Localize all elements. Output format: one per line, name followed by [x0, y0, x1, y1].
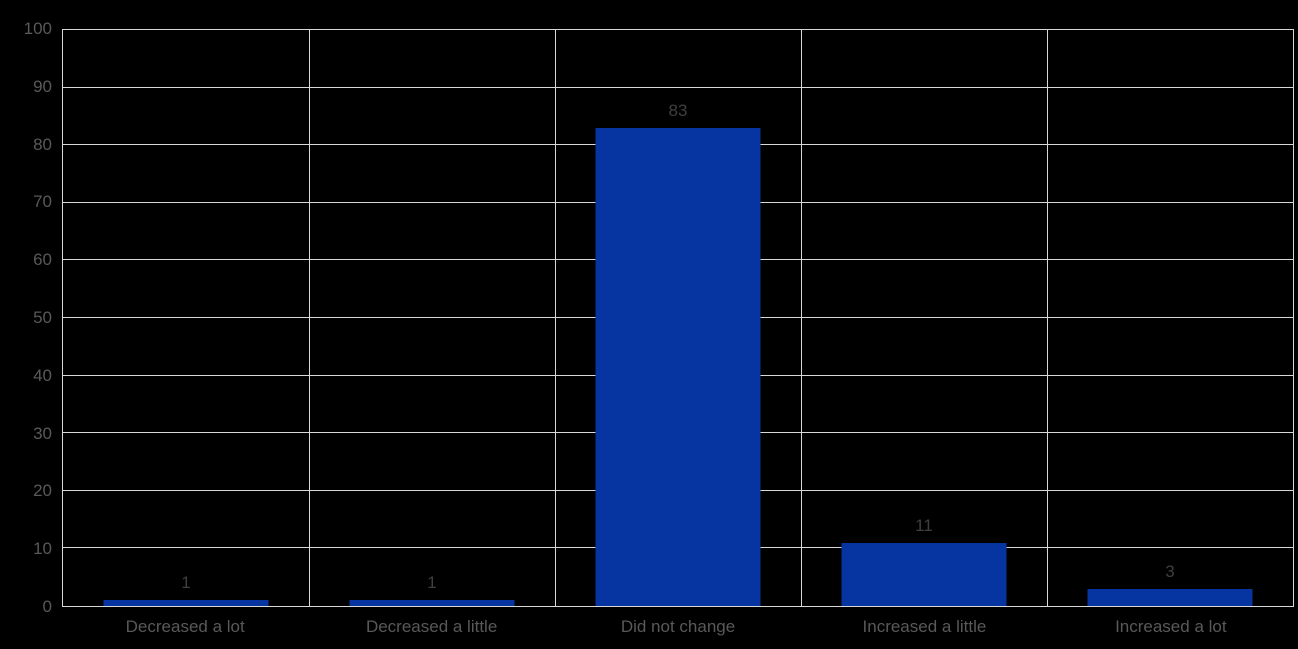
bar-column-increased-a-lot: 3: [1047, 30, 1293, 606]
bar-value-label-increased-a-little: 11: [915, 515, 933, 535]
gridline-vertical: [801, 30, 802, 606]
bar-column-decreased-a-lot: 1: [63, 30, 309, 606]
y-tick-label: 100: [23, 19, 52, 38]
y-tick-label: 90: [33, 76, 52, 96]
x-tick-label-increased-a-little: Increased a little: [862, 617, 987, 636]
x-axis: Decreased a lot Decreased a little Did not…: [62, 616, 1294, 638]
y-tick-label: 50: [33, 308, 52, 327]
bar-value-label-did-not-change: 83: [668, 100, 688, 120]
x-tick-label-increased-a-lot: Increased a lot: [1115, 617, 1227, 636]
y-tick-label: 80: [33, 134, 52, 154]
x-tick-label-decreased-a-lot: Decreased a lot: [125, 617, 245, 636]
x-tick-label-decreased-a-little: Decreased a little: [365, 617, 498, 636]
bar-decreased-a-little: [349, 600, 515, 606]
y-tick-label: 0: [42, 597, 52, 616]
gridline-vertical: [1047, 30, 1048, 606]
bar-increased-a-lot: [1087, 588, 1253, 606]
bar-column-decreased-a-little: 1: [309, 30, 555, 606]
bar-decreased-a-lot: [103, 600, 269, 606]
bar-column-did-not-change: 83: [555, 30, 801, 606]
bar-value-label-decreased-a-little: 1: [427, 573, 437, 593]
gridline-horizontal: [63, 86, 1293, 88]
bar-value-label-decreased-a-lot: 1: [181, 573, 191, 593]
y-tick-label: 40: [33, 365, 52, 385]
y-tick-label: 20: [33, 481, 52, 501]
y-tick-label: 60: [33, 250, 52, 270]
y-axis: 0 10 20 30 40 50 60 70 80 90 100: [0, 19, 52, 616]
y-tick-label: 30: [33, 423, 52, 443]
bar-increased-a-little: [841, 542, 1007, 606]
bar-value-label-increased-a-lot: 3: [1165, 561, 1175, 581]
y-tick-label: 70: [33, 192, 52, 212]
y-tick-label: 10: [33, 539, 52, 559]
gridline-vertical: [555, 30, 556, 606]
gridline-vertical: [309, 30, 310, 606]
plot-area: 1 1 83 11 3: [62, 29, 1294, 607]
bars-layer: 1 1 83 11 3: [63, 30, 1293, 606]
bar-column-increased-a-little: 11: [801, 30, 1047, 606]
bar-did-not-change: [595, 127, 761, 606]
x-tick-label-did-not-change: Did not change: [620, 617, 736, 636]
